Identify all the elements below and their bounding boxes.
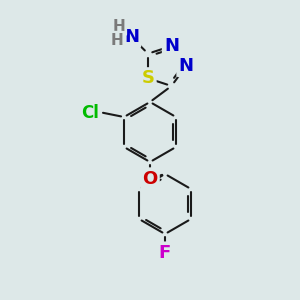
Text: S: S (142, 69, 154, 87)
Text: H: H (110, 33, 123, 48)
Text: Cl: Cl (81, 103, 98, 122)
Text: N: N (178, 57, 194, 75)
Text: N: N (124, 28, 139, 46)
Text: N: N (164, 37, 179, 55)
Text: H: H (112, 19, 125, 34)
Text: O: O (142, 169, 158, 188)
Text: F: F (159, 244, 171, 262)
